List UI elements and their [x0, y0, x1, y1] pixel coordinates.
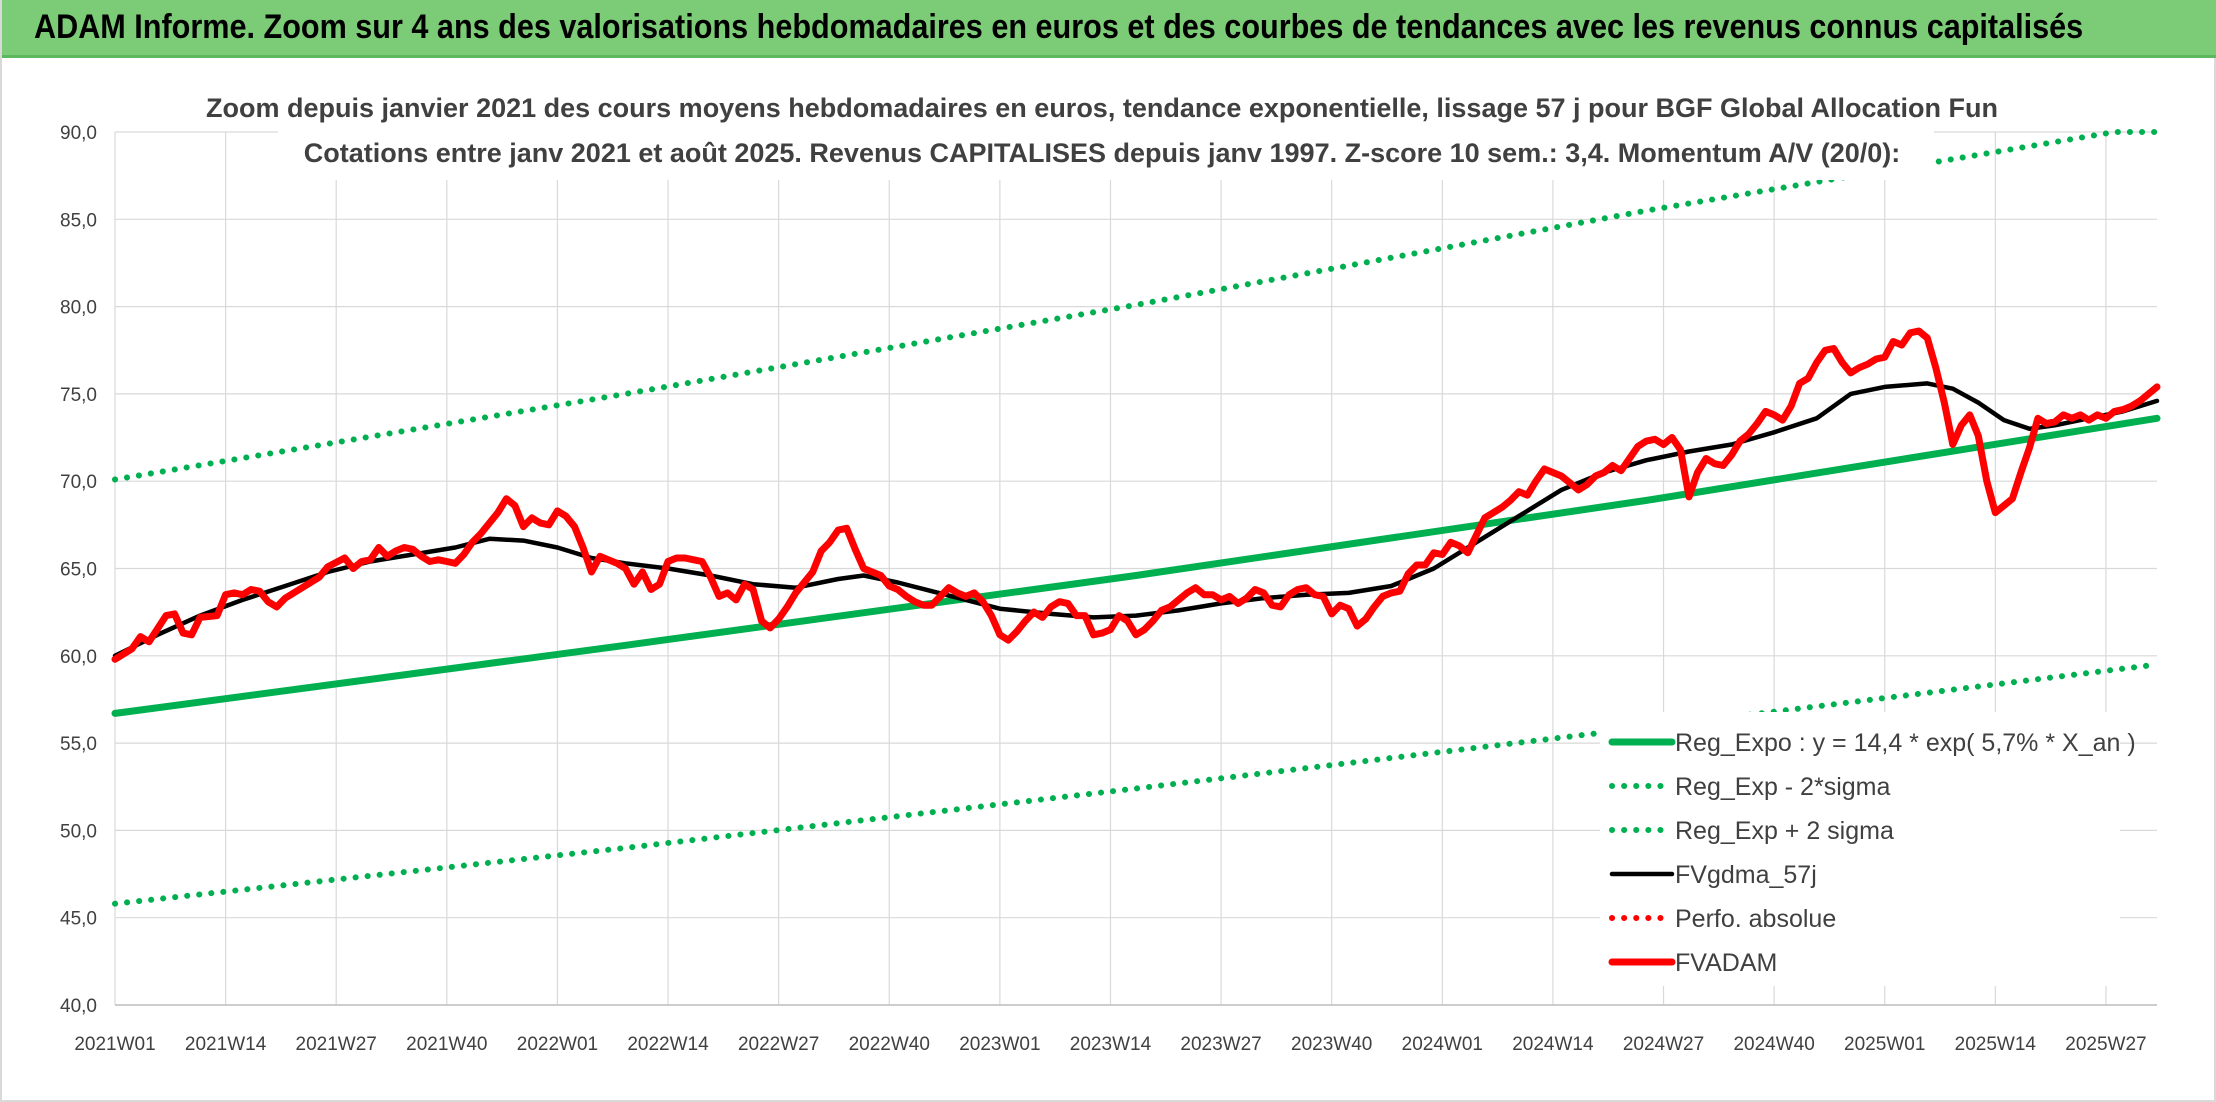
- legend-label-reg-expo-y-14-4-exp-5-7-x-an: Reg_Expo : y = 14,4 * exp( 5,7% * X_an ): [1675, 729, 2136, 757]
- x-tick-label: 2022W27: [738, 1034, 819, 1055]
- x-tick-label: 2023W14: [1070, 1034, 1152, 1055]
- x-tick-label: 2022W14: [627, 1034, 709, 1055]
- legend-label-fvadam: FVADAM: [1675, 949, 1777, 977]
- x-tick-label: 2021W14: [185, 1034, 267, 1055]
- x-tick-label: 2021W01: [74, 1034, 155, 1055]
- series-line-fvadam: [111, 327, 2161, 663]
- x-tick-label: 2024W01: [1402, 1034, 1483, 1055]
- series-line-reg-expo-y-14-4-exp-5-7-x-an: [111, 414, 2161, 717]
- x-tick-label: 2024W14: [1512, 1034, 1594, 1055]
- y-tick-label: 45,0: [60, 909, 97, 930]
- chart-title-line2: Cotations entre janv 2021 et août 2025. …: [304, 138, 1901, 168]
- legend-background: [1600, 712, 2120, 986]
- x-tick-label: 2022W40: [849, 1034, 930, 1055]
- y-tick-label: 50,0: [60, 821, 97, 842]
- x-axis-tick-labels: 2021W01 2021W14 2021W27 2021W40 2022W01 2022W…: [74, 1034, 2146, 1055]
- y-tick-label: 60,0: [60, 647, 97, 668]
- chart-title-line1: Zoom depuis janvier 2021 des cours moyen…: [206, 93, 1998, 123]
- x-tick-label: 2025W01: [1844, 1034, 1925, 1055]
- x-tick-label: 2023W40: [1291, 1034, 1372, 1055]
- x-tick-label: 2025W14: [1955, 1034, 2037, 1055]
- y-tick-label: 90,0: [60, 123, 97, 144]
- y-tick-label: 65,0: [60, 560, 97, 581]
- x-tick-label: 2024W40: [1733, 1034, 1814, 1055]
- y-tick-label: 75,0: [60, 385, 97, 406]
- y-tick-label: 55,0: [60, 734, 97, 755]
- x-tick-label: 2021W40: [406, 1034, 487, 1055]
- legend-label-reg-exp-2-sigma: Reg_Exp + 2 sigma: [1675, 817, 1894, 845]
- report-banner: ADAM Informe. Zoom sur 4 ans des valoris…: [2, 0, 2216, 58]
- legend-label-fvgdma-57j: FVgdma_57j: [1675, 861, 1817, 889]
- y-tick-label: 80,0: [60, 298, 97, 319]
- x-tick-label: 2021W27: [296, 1034, 377, 1055]
- y-tick-label: 85,0: [60, 210, 97, 231]
- x-tick-label: 2024W27: [1623, 1034, 1704, 1055]
- x-tick-label: 2023W27: [1180, 1034, 1261, 1055]
- x-tick-label: 2023W01: [959, 1034, 1040, 1055]
- legend-label-perfo-absolue: Perfo. absolue: [1675, 905, 1836, 933]
- y-tick-label: 40,0: [60, 996, 97, 1017]
- chart-legend: Reg_Expo : y = 14,4 * exp( 5,7% * X_an )…: [1600, 712, 2136, 986]
- report-title: ADAM Informe. Zoom sur 4 ans des valoris…: [34, 8, 2084, 46]
- series-line-reg-exp-2-sigma: [112, 129, 2160, 483]
- series-layer: [111, 129, 2161, 907]
- series-line-reg-exp-2-sigma: [112, 661, 2160, 907]
- y-axis-tick-labels: 40,0 45,0 50,0 55,0 60,0 65,0 70,0 75,0 80,0 85,0…: [60, 123, 97, 1017]
- y-tick-label: 70,0: [60, 472, 97, 493]
- x-tick-label: 2025W27: [2065, 1034, 2146, 1055]
- x-tick-label: 2022W01: [517, 1034, 598, 1055]
- legend-label-reg-exp-2-sigma: Reg_Exp - 2*sigma: [1675, 773, 1890, 801]
- title-background: [278, 82, 1934, 180]
- series-line-fvgdma-57j: [112, 381, 2160, 659]
